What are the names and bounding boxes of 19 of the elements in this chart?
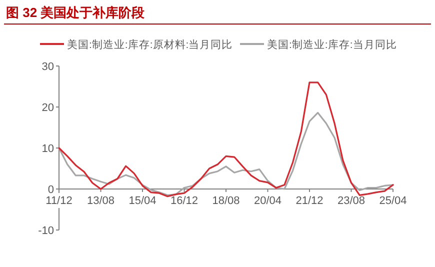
x-tick-label: 20/04 <box>254 195 282 207</box>
x-tick-label: 11/12 <box>46 195 72 207</box>
chart-title: 图 32 美国处于补库阶段 <box>6 5 146 20</box>
line-series <box>58 112 394 196</box>
legend-label: 美国:制造业:库存:当月同比 <box>267 38 397 51</box>
y-tick-label: 20 <box>42 102 54 114</box>
x-tick-label: 13/08 <box>86 195 115 207</box>
y-tick-label: 0 <box>48 184 54 196</box>
x-tick-label: 25/04 <box>379 195 407 207</box>
y-tick-label: 10 <box>42 143 54 155</box>
x-tick-label: 21/12 <box>296 195 324 207</box>
x-tick-label: 23/08 <box>337 195 366 207</box>
line-series <box>58 82 394 198</box>
x-tick-label: 15/04 <box>128 195 156 207</box>
legend-label: 美国:制造业:库存:原材料:当月同比 <box>67 38 233 51</box>
y-tick-label: -10 <box>38 225 54 237</box>
y-tick-label: 30 <box>42 61 54 73</box>
x-tick-label: 16/12 <box>170 195 198 207</box>
x-tick-label: 18/08 <box>212 195 240 207</box>
